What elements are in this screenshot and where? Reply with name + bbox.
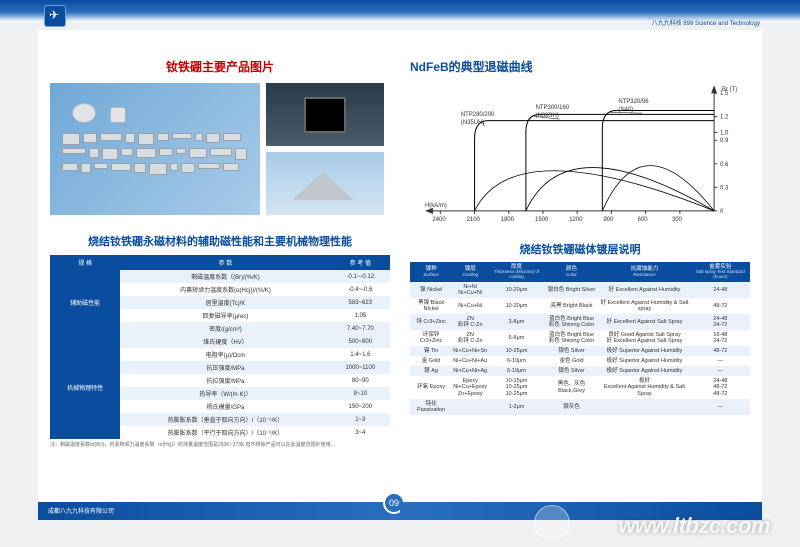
footer-left: 成都八九九科技有限公司 [38,502,400,520]
svg-text:2400: 2400 [432,217,446,223]
right-column: NdFeB的典型退磁曲线 1.51.21.00.90.60.30Br (T)24… [410,58,750,415]
svg-text:0: 0 [720,209,724,215]
company-text: 八九九科技 899 Science and Technology [652,18,760,27]
svg-text:(N40): (N40) [618,107,633,113]
svg-text:2100: 2100 [467,217,481,223]
svg-text:900: 900 [603,217,614,223]
svg-text:0.3: 0.3 [720,185,729,191]
chart-title: NdFeB的典型退磁曲线 [410,58,750,75]
svg-text:1.2: 1.2 [720,115,729,121]
svg-text:(N38SH): (N38SH) [536,113,559,119]
photo-block [266,83,384,146]
table-footnote: 注：剩磁温度系数(α(Br))、内禀矫顽力温度系数（α(Hcj)）的测量温度范围… [50,442,390,449]
svg-text:0.9: 0.9 [720,138,729,144]
page-content: 钕铁硼主要产品图片 烧结钕铁硼永磁材料的辅助磁性能和主要机械物理性能 规 格参 … [38,30,762,520]
photo-main [50,83,260,215]
svg-text:(N35UH): (N35UH) [461,120,485,126]
svg-text:1500: 1500 [535,217,549,223]
demag-chart: 1.51.21.00.90.60.30Br (T)240021001800150… [410,81,742,231]
logo-badge [44,5,66,27]
watermark-text: www.ltbzc.com [618,513,770,539]
svg-text:H(kA/m): H(kA/m) [425,203,447,209]
coating-table: 镀种Surface镀层Coating厚度Thickness (Microns) … [410,262,750,415]
svg-text:NTP320/96: NTP320/96 [618,99,649,105]
left-subtitle: 烧结钕铁硼永磁材料的辅助磁性能和主要机械物理性能 [50,233,390,249]
left-column: 钕铁硼主要产品图片 烧结钕铁硼永磁材料的辅助磁性能和主要机械物理性能 规 格参 … [50,58,390,449]
product-photos [50,83,390,215]
coating-table-title: 烧结钕铁硼磁体镀层说明 [410,241,750,257]
left-title: 钕铁硼主要产品图片 [50,58,390,75]
watermark-seal [534,505,570,541]
magnet-chips [62,133,248,203]
svg-text:600: 600 [638,217,649,223]
svg-text:1200: 1200 [569,217,583,223]
properties-table: 规 格参 数参 考 值 辅助磁性能剩磁温度系数（(Br)/(%/K)-0.1~-… [50,255,390,439]
svg-text:300: 300 [672,217,683,223]
svg-text:NTP300/160: NTP300/160 [536,105,570,111]
svg-text:1.0: 1.0 [720,130,729,136]
svg-text:Br (T): Br (T) [722,87,737,93]
photo-assembly [266,152,384,215]
svg-text:NTP280/200: NTP280/200 [461,112,495,118]
svg-text:1800: 1800 [501,217,515,223]
svg-text:0.6: 0.6 [720,162,729,168]
